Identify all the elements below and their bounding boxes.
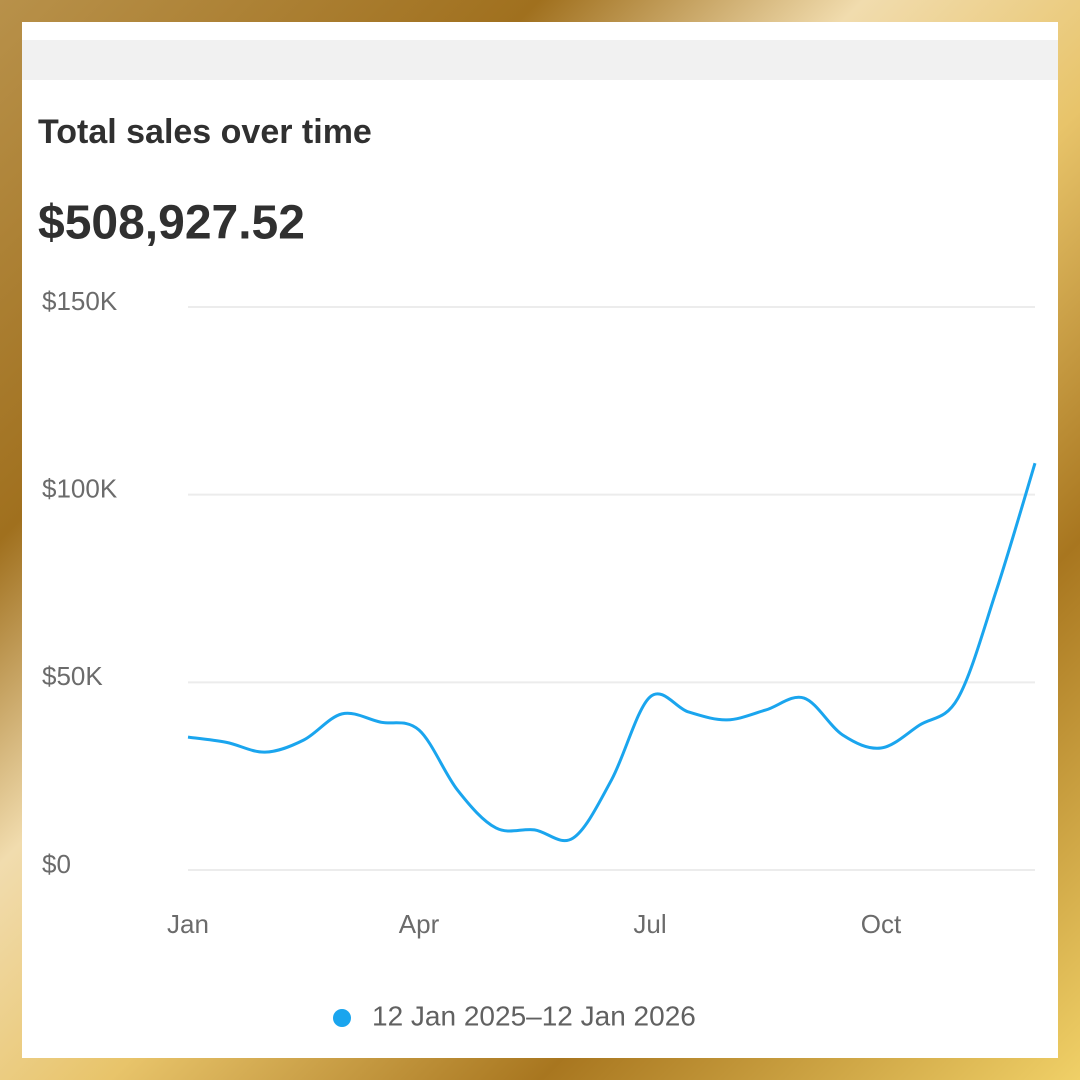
- y-tick-label: $50K: [42, 661, 103, 691]
- x-tick-label: Oct: [861, 909, 902, 939]
- chart: Total sales over time $508,927.52 $0 $50K…: [38, 113, 1037, 1031]
- line: [187, 462, 1037, 843]
- legend-marker: [333, 1009, 351, 1027]
- legend-label: 12 Jan 2025–12 Jan 2026: [372, 1000, 696, 1031]
- x-tick-label: Jul: [633, 909, 666, 939]
- y-tick-label: $150K: [42, 286, 118, 316]
- y-tick-label: $0: [42, 849, 71, 879]
- x-tick-label: Jan: [167, 909, 209, 939]
- card: Total sales over time $508,927.52 $0 $50K…: [22, 22, 1058, 1058]
- y-tick-label: $100K: [42, 474, 118, 504]
- title: Total sales over time: [38, 113, 372, 151]
- header-band: [22, 40, 1058, 80]
- x-tick-label: Apr: [399, 909, 440, 939]
- total: $508,927.52: [38, 197, 305, 250]
